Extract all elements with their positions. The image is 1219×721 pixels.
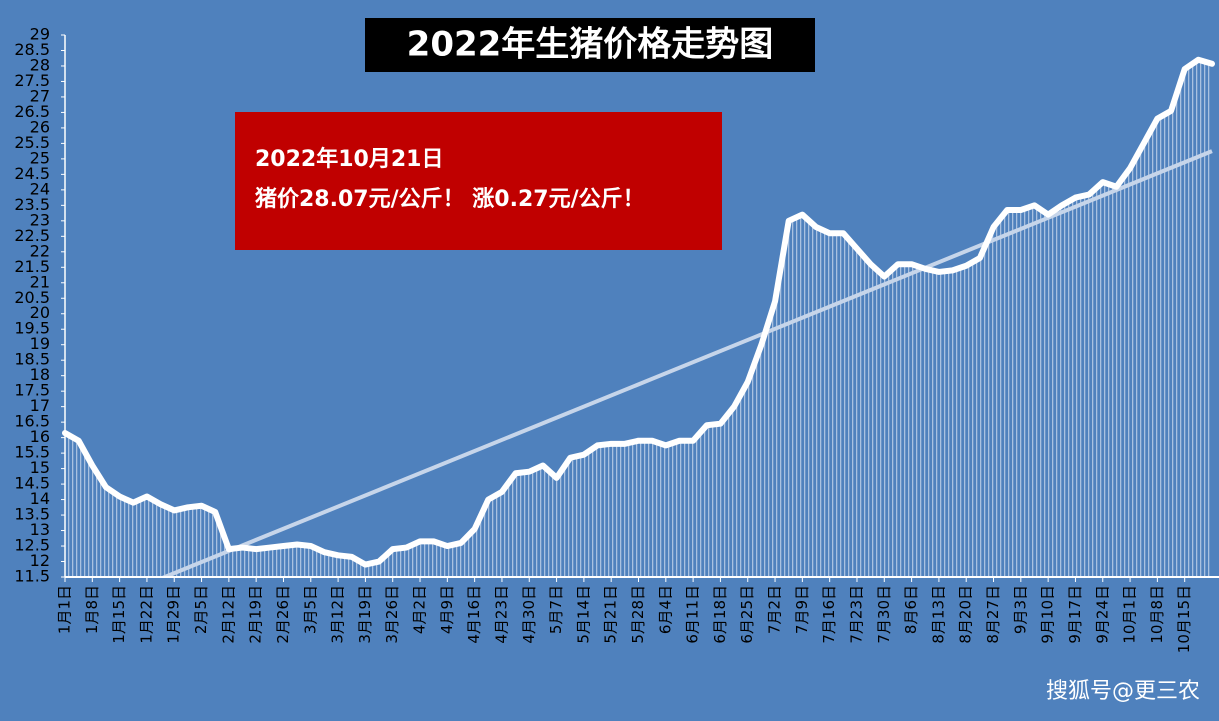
x-tick-label: 1月1日 [56,585,74,634]
y-tick-label: 27 [30,86,50,105]
x-tick-label: 10月15日 [1175,585,1193,653]
x-tick-label: 2月5日 [192,585,210,634]
watermark: 搜狐号@更三农 [1046,679,1200,704]
x-tick-label: 9月3日 [1011,585,1029,634]
y-tick-label: 26 [30,117,50,136]
y-tick-label: 18.5 [14,350,50,369]
x-tick-label: 4月9日 [438,585,456,634]
y-tick-label: 16.5 [14,412,50,431]
x-tick-label: 2月12日 [219,585,237,644]
x-tick-label: 2月19日 [247,585,265,644]
x-tick-label: 8月13日 [929,585,947,644]
x-tick-label: 1月22日 [137,585,155,644]
x-tick-label: 5月14日 [574,585,592,644]
y-tick-label: 22.5 [14,226,50,245]
y-tick-label: 20 [30,303,50,322]
x-tick-label: 5月21日 [602,585,620,644]
x-tick-label: 2月26日 [274,585,292,644]
trendline [159,149,1213,577]
annotation-box [235,112,722,250]
x-tick-label: 1月8日 [83,585,101,634]
y-tick-label: 25 [30,148,50,167]
x-tick-label: 5月28日 [629,585,647,644]
x-tick-label: 6月4日 [656,585,674,634]
y-tick-label: 14 [30,489,50,508]
y-tick-label: 18 [30,365,50,384]
area [65,59,1212,577]
x-tick-label: 6月18日 [711,585,729,644]
x-tick-label: 3月19日 [356,585,374,644]
line [62,56,1215,568]
x-tick-label: 3月26日 [383,585,401,644]
y-tick-label: 28.5 [14,40,50,59]
x-tick-label: 7月16日 [820,585,838,644]
x-tick-label: 5月7日 [547,585,565,634]
x-tick-label: 7月23日 [847,585,865,644]
x-tick-label: 3月5日 [301,585,319,634]
x-tick-label: 6月25日 [738,585,756,644]
annotation: 猪价28.07元/公斤！ 涨0.27元/公斤！ [255,186,645,212]
y-tick-label: 26.5 [14,102,50,121]
y-tick-label: 17 [30,396,50,415]
y-tick-label: 24.5 [14,164,50,183]
y-tick-label: 16 [30,427,50,446]
y-tick-label: 13.5 [14,505,50,524]
y-tick-label: 22 [30,241,50,260]
y-tick-label: 23.5 [14,195,50,214]
y-tick-label: 15 [30,458,50,477]
x-tick-label: 10月1日 [1121,585,1139,644]
y-tick-label: 15.5 [14,443,50,462]
y-tick-label: 21.5 [14,257,50,276]
x-tick-label: 9月10日 [1039,585,1057,644]
y-tick-label: 11.5 [14,567,50,586]
x-tick-label: 7月2日 [766,585,784,634]
x-tick-label: 10月8日 [1148,585,1166,644]
x-tick-label: 4月16日 [465,585,483,644]
y-tick-label: 17.5 [14,381,50,400]
y-tick-label: 23 [30,210,50,229]
chart-title: 2022年生猪价格走势图 [407,25,774,65]
y-tick-label: 25.5 [14,133,50,152]
x-tick-label: 7月30日 [875,585,893,644]
x-tick-label: 1月29日 [165,585,183,644]
x-tick-label: 1月15日 [110,585,128,644]
x-tick-label: 8月20日 [957,585,975,644]
x-tick-label: 4月23日 [492,585,510,644]
y-tick-label: 19.5 [14,319,50,338]
x-tick-label: 6月11日 [684,585,702,644]
annotation: 2022年10月21日 [255,146,443,172]
x-tick-label: 9月17日 [1066,585,1084,644]
x-tick-label: 8月6日 [902,585,920,634]
y-tick-label: 14.5 [14,474,50,493]
y-tick-label: 24 [30,179,50,198]
y-tick-label: 27.5 [14,71,50,90]
x-tick-label: 4月30日 [520,585,538,644]
title-box [365,18,815,72]
y-tick-label: 28 [30,55,50,74]
x-tick-label: 8月27日 [984,585,1002,644]
x-tick-label: 9月24日 [1093,585,1111,644]
y-tick-label: 20.5 [14,288,50,307]
y-tick-label: 12 [30,551,50,570]
y-tick-label: 13 [30,520,50,539]
y-tick-label: 12.5 [14,536,50,555]
x-tick-label: 7月9日 [793,585,811,634]
y-tick-label: 19 [30,334,50,353]
plot-area: 11.51212.51313.51414.51515.51616.51717.5… [14,25,1219,653]
x-tick-label: 4月2日 [411,585,429,634]
x-tick-label: 3月12日 [329,585,347,644]
y-tick-label: 21 [30,272,50,291]
y-tick-label: 29 [30,25,50,44]
